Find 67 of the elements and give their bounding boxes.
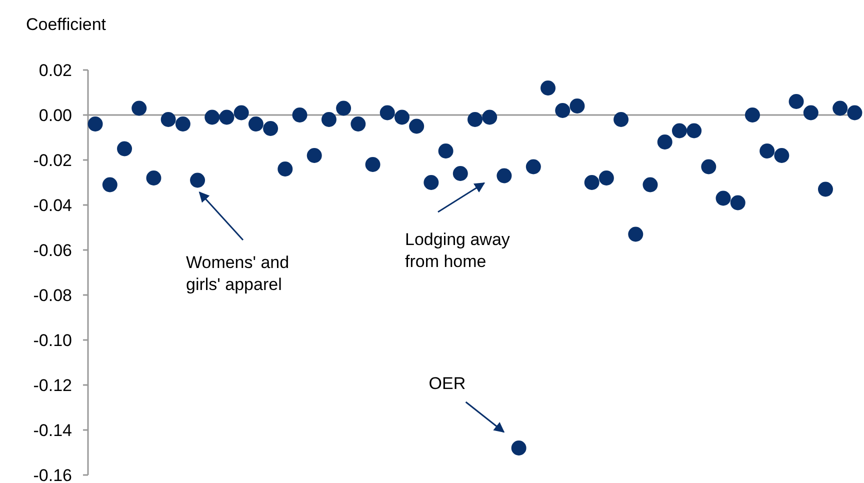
annotation: Womens' and girls' apparel	[186, 253, 290, 294]
point	[409, 118, 424, 134]
point	[394, 110, 410, 125]
point	[336, 100, 352, 116]
point	[774, 148, 790, 163]
point	[628, 226, 644, 242]
point	[730, 195, 746, 210]
point	[248, 116, 264, 132]
point	[146, 170, 162, 186]
point	[657, 134, 672, 150]
point	[452, 166, 468, 181]
point	[744, 108, 760, 122]
point	[584, 175, 600, 190]
point	[526, 159, 541, 174]
point	[818, 182, 833, 197]
point	[350, 116, 366, 132]
point	[468, 112, 482, 127]
point	[88, 116, 103, 132]
point	[234, 105, 249, 120]
point	[555, 103, 570, 118]
point	[175, 116, 190, 132]
point	[672, 123, 687, 138]
point	[438, 144, 454, 158]
point	[190, 172, 206, 188]
point	[380, 105, 395, 120]
point	[598, 170, 614, 186]
annotation: OER	[428, 374, 466, 393]
y-tick-label: -0.16	[33, 466, 72, 483]
point	[614, 112, 629, 127]
point	[496, 168, 512, 184]
y-tick-label: -0.06	[33, 240, 72, 260]
point	[160, 112, 176, 127]
point	[292, 108, 308, 122]
point	[701, 159, 716, 174]
point	[306, 148, 322, 163]
point	[263, 121, 278, 136]
point	[788, 94, 804, 109]
point	[117, 141, 132, 156]
annotation: Lodging away from home	[405, 230, 510, 271]
y-tick-label: -0.14	[33, 420, 72, 440]
point	[803, 105, 818, 120]
point	[832, 100, 848, 116]
point	[219, 110, 234, 125]
point	[686, 123, 702, 138]
point	[482, 110, 498, 125]
y-tick-label: 0.02	[38, 60, 72, 80]
point	[540, 80, 556, 96]
point	[278, 162, 293, 176]
point	[365, 157, 380, 172]
y-tick-label: -0.02	[33, 150, 72, 170]
point	[204, 110, 220, 125]
point	[570, 98, 585, 114]
point	[424, 175, 439, 190]
point	[321, 112, 336, 127]
y-tick-label: 0.00	[38, 106, 72, 125]
point	[642, 177, 658, 192]
point	[716, 190, 731, 206]
point	[847, 105, 862, 120]
y-tick-label: -0.08	[33, 286, 72, 305]
y-tick-label: -0.04	[33, 196, 72, 215]
y-tick-label: -0.10	[33, 330, 72, 350]
point	[132, 100, 147, 116]
y-tick-label: -0.12	[33, 376, 72, 395]
point	[760, 144, 775, 158]
point	[511, 440, 526, 456]
y-axis-title: Coefficient	[26, 15, 106, 34]
point	[102, 177, 118, 192]
